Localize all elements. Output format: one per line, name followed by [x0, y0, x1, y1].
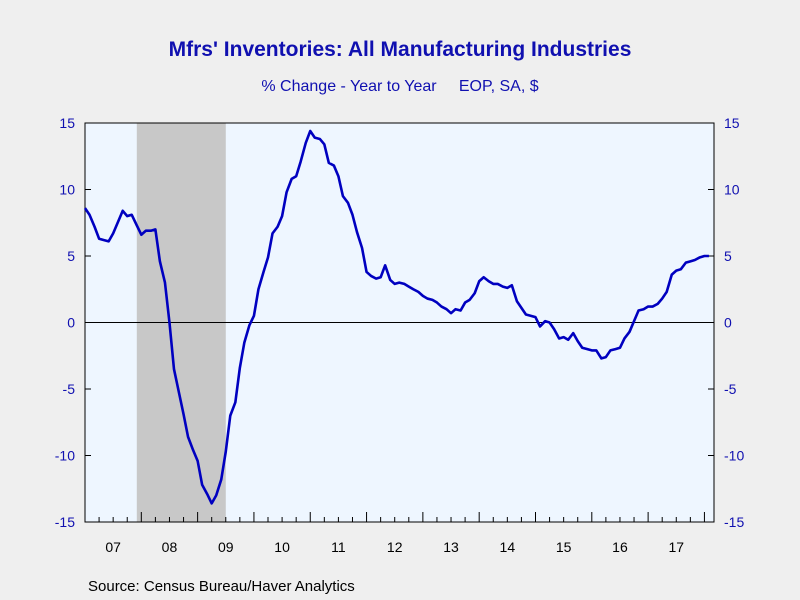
axes-layer: [84, 122, 715, 523]
source-note: Source: Census Bureau/Haver Analytics: [88, 578, 355, 595]
series-layer: [83, 129, 709, 505]
y-tick-label-right: -10: [724, 448, 744, 464]
y-tick-label-left: -15: [55, 514, 75, 530]
x-tick-label: 14: [500, 539, 516, 555]
y-tick-label-left: -10: [55, 448, 75, 464]
y-tick-label-right: 0: [724, 315, 732, 331]
chart-subtitle: % Change - Year to Year EOP, SA, $: [261, 78, 539, 95]
y-tick-label-right: -5: [724, 381, 737, 397]
y-tick-label-left: 0: [67, 315, 75, 331]
y-tick-label-right: -15: [724, 514, 744, 530]
chart-title: Mfrs' Inventories: All Manufacturing Ind…: [168, 38, 632, 61]
y-tick-label-left: 10: [59, 182, 75, 198]
x-tick-label: 11: [331, 539, 346, 555]
x-tick-label: 12: [387, 539, 403, 555]
x-tick-label: 13: [443, 539, 459, 555]
x-tick-label: 08: [162, 539, 178, 555]
y-tick-label-right: 10: [724, 182, 740, 198]
x-tick-label: 10: [274, 539, 290, 555]
x-tick-label: 15: [556, 539, 572, 555]
x-tick-label: 09: [218, 539, 234, 555]
x-tick-label: 07: [105, 539, 121, 555]
labels-layer: 15 15 10 10 5 5 0 0 -5 -5 -10 -10 -15 -15 07 08 09 10 11 12…: [55, 115, 745, 555]
series-line: [83, 129, 709, 505]
y-tick-label-left: 15: [59, 115, 75, 131]
y-tick-label-right: 5: [724, 248, 732, 264]
y-tick-label-right: 15: [724, 115, 740, 131]
y-tick-label-left: -5: [63, 381, 76, 397]
x-tick-label: 17: [668, 539, 684, 555]
x-tick-label: 16: [612, 539, 628, 555]
y-tick-label-left: 5: [67, 248, 75, 264]
